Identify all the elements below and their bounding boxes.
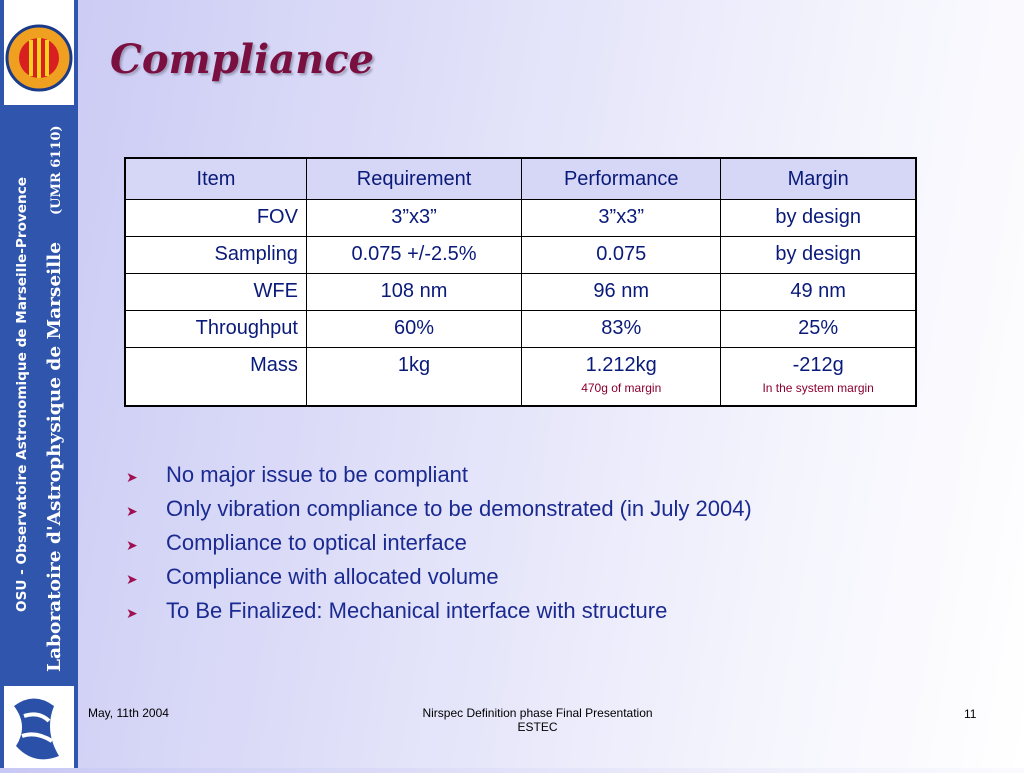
table-cell: 60% [305, 310, 523, 348]
table-cell: 49 nm [720, 273, 917, 311]
sidebar: OSU - Observatoire Astronomique de Marse… [0, 0, 78, 768]
table-cell: FOV [124, 199, 307, 237]
footer-date: May, 11th 2004 [88, 706, 169, 720]
table-cell: 0.075 +/-2.5% [305, 236, 523, 274]
table-cell: by design [720, 199, 917, 237]
header-cell: Margin [720, 157, 917, 200]
cnrs-logo-box [4, 686, 74, 768]
bullet-arrow: ➤ [126, 537, 138, 553]
table-cell: 25% [720, 310, 917, 348]
table-cell: 0.075 [521, 236, 722, 274]
header-row: Item Requirement Performance Margin [124, 157, 917, 200]
bullet-text: To Be Finalized: Mechanical interface wi… [166, 598, 668, 623]
table-cell: WFE [124, 273, 307, 311]
sidebar-line1: OSU - Observatoire Astronomique de Marse… [15, 177, 30, 612]
slide-title: Compliance [110, 36, 375, 83]
bullet-text: Only vibration compliance to be demonstr… [166, 496, 752, 521]
cell-value: 108 nm [380, 280, 448, 302]
sidebar-line2-suffix: (UMR 6110) [49, 125, 64, 215]
bullet-text: No major issue to be compliant [166, 462, 469, 487]
footer-center: Nirspec Definition phase Final Presentat… [380, 706, 695, 734]
table-cell: 1.212kg 470g of margin [521, 347, 722, 406]
bullet-arrow: ➤ [126, 571, 138, 587]
table-cell: 3”x3” [305, 199, 523, 237]
table-row: Throughput 60% 83% 25% [124, 310, 917, 348]
header-cell: Requirement [305, 157, 523, 200]
bullet-list: ➤ No major issue to be compliant ➤ Only vib… [126, 458, 752, 628]
table-row: Sampling 0.075 +/-2.5% 0.075 by design [124, 236, 917, 274]
bullet-text: Compliance to optical interface [166, 530, 467, 555]
table-row: WFE 108 nm 96 nm 49 nm [124, 273, 917, 311]
table-cell: -212g In the system margin [720, 347, 917, 406]
university-logo [5, 24, 73, 92]
table-cell: 3”x3” [521, 199, 722, 237]
table-row: FOV 3”x3” 3”x3” by design [124, 199, 917, 237]
sidebar-text: OSU - Observatoire Astronomique de Marse… [15, 125, 65, 672]
table-cell: 1kg [305, 347, 523, 406]
footer-center-line2: ESTEC [517, 720, 558, 734]
cell-note: 470g of margin [581, 381, 662, 395]
cell-value: 3”x3” [598, 206, 644, 228]
cell-value: 1.212kg [585, 354, 657, 376]
cell-value: -212g [792, 354, 844, 376]
cnrs-logo [14, 698, 59, 760]
cell-value: 0.075 [596, 243, 647, 265]
cell-value: 1kg [397, 354, 431, 376]
cell-value: by design [775, 206, 861, 228]
logo-box [4, 0, 74, 105]
bullet-item: ➤ To Be Finalized: Mechanical interface w… [126, 594, 752, 628]
cell-value: 25% [798, 317, 839, 339]
bullet-item: ➤ Compliance to optical interface [126, 526, 752, 560]
footer-page: 11 [964, 707, 977, 721]
compliance-table: Item Requirement Performance Margin FOV 3”x3”… [124, 157, 917, 407]
bullet-arrow: ➤ [126, 469, 138, 485]
cell-value: Throughput [195, 317, 298, 339]
table-cell: by design [720, 236, 917, 274]
cell-value: 49 nm [790, 280, 846, 302]
cell-value: 60% [394, 317, 435, 339]
table-cell: 83% [521, 310, 722, 348]
cell-value: Sampling [214, 243, 298, 265]
cell-value: FOV [256, 206, 298, 228]
table-cell: 108 nm [305, 273, 523, 311]
table-cell: 96 nm [521, 273, 722, 311]
bullet-item: ➤ Only vibration compliance to be demonst… [126, 492, 752, 526]
cell-note: In the system margin [762, 381, 874, 395]
bullet-text: Compliance with allocated volume [166, 564, 499, 589]
header-cell: Item [124, 157, 307, 200]
bullet-item: ➤ No major issue to be compliant [126, 458, 752, 492]
table-cell: Sampling [124, 236, 307, 274]
cell-value: 0.075 +/-2.5% [351, 243, 477, 265]
cell-value: 83% [601, 317, 642, 339]
bullet-arrow: ➤ [126, 503, 138, 519]
cell-value: WFE [253, 280, 298, 302]
cell-value: Mass [250, 354, 298, 376]
cell-value: by design [775, 243, 861, 265]
sidebar-line2: Laboratoire d'Astrophysique de Marseille [44, 242, 65, 672]
cell-value: 3”x3” [391, 206, 437, 228]
bullet-item: ➤ Compliance with allocated volume [126, 560, 752, 594]
table-row: Mass 1kg 1.212kg 470g of margin -212g In the … [124, 347, 917, 406]
cell-value: 96 nm [593, 280, 650, 302]
table-cell: Throughput [124, 310, 307, 348]
table-cell: Mass [124, 347, 307, 406]
footer-center-line1: Nirspec Definition phase Final Presentat… [422, 706, 653, 720]
header-cell: Performance [521, 157, 722, 200]
bullet-arrow: ➤ [126, 605, 138, 621]
